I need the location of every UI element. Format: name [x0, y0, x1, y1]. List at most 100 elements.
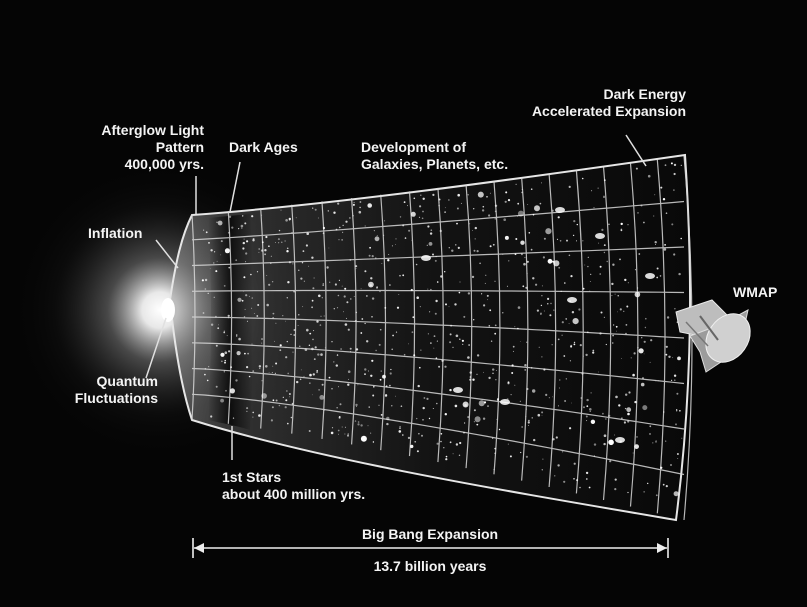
star-dot [662, 483, 665, 486]
star-dot [246, 366, 249, 369]
star-dot [527, 421, 530, 424]
star-dot [428, 417, 431, 420]
star-dot [370, 432, 372, 434]
star-dot [379, 291, 381, 293]
star-dot [519, 341, 521, 342]
star-dot [455, 334, 459, 338]
star-dot [370, 277, 373, 280]
star-dot [654, 194, 656, 196]
star-dot [471, 275, 475, 279]
star-dot [346, 301, 349, 304]
star-dot [512, 345, 515, 348]
star-dot [297, 325, 299, 326]
star-dot [592, 349, 595, 352]
star-dot [281, 241, 283, 243]
star-dot [391, 348, 394, 351]
star-dot [440, 275, 443, 278]
star-dot [583, 355, 584, 357]
star-dot [673, 189, 675, 191]
star-dot [457, 193, 461, 197]
star-dot [467, 292, 471, 295]
star-dot [659, 275, 662, 277]
star-dot [677, 356, 681, 361]
star-dot [274, 340, 275, 342]
star-dot [313, 330, 315, 332]
star-dot [204, 278, 208, 282]
star-dot [507, 199, 511, 202]
star-dot [653, 215, 655, 217]
star-dot [328, 247, 330, 249]
star-dot [598, 242, 600, 244]
star-dot [264, 249, 267, 252]
star-dot [331, 341, 333, 343]
star-dot [347, 433, 349, 435]
star-dot [261, 393, 267, 399]
star-dot [258, 365, 262, 368]
star-dot [580, 397, 583, 399]
star-dot [523, 262, 526, 266]
star-dot [306, 232, 310, 235]
star-dot [313, 277, 315, 279]
star-dot [288, 393, 291, 395]
star-dot [279, 349, 282, 352]
star-dot [627, 412, 630, 416]
star-dot [312, 207, 314, 209]
star-dot [282, 315, 284, 317]
star-dot [287, 281, 290, 284]
star-dot [456, 207, 459, 210]
star-dot [368, 406, 370, 408]
star-dot [517, 210, 524, 217]
star-dot [362, 438, 366, 441]
star-dot [627, 282, 630, 284]
star-dot [676, 392, 679, 395]
star-dot [224, 359, 226, 362]
dark-ages-text: Dark Ages [229, 139, 298, 155]
star-dot [568, 185, 571, 188]
star-dot [272, 399, 275, 402]
star-dot [474, 416, 481, 423]
star-dot [656, 267, 659, 270]
star-dot [318, 294, 321, 298]
star-dot [306, 328, 309, 332]
star-dot [679, 410, 681, 412]
star-dot [492, 243, 495, 246]
star-dot [618, 404, 621, 407]
star-dot [647, 174, 651, 178]
star-dot [449, 441, 452, 444]
dark-energy-line-2: Accelerated Expansion [531, 103, 686, 119]
star-dot [537, 413, 541, 417]
star-dot [673, 374, 677, 377]
star-dot [671, 223, 674, 226]
star-dot [649, 425, 652, 428]
star-dot [569, 360, 572, 362]
star-dot [347, 328, 350, 331]
star-dot [435, 256, 437, 258]
star-dot [265, 365, 268, 368]
age-label: 13.7 billion years [330, 558, 530, 575]
star-dot [584, 264, 586, 266]
star-dot [213, 262, 215, 264]
star-dot [637, 212, 639, 214]
star-dot [441, 359, 444, 362]
star-dot [261, 241, 264, 244]
star-dot [278, 242, 280, 244]
star-dot [675, 423, 677, 426]
star-dot [621, 358, 622, 359]
star-dot [275, 399, 278, 402]
star-dot [625, 332, 627, 335]
star-dot [293, 290, 295, 293]
star-dot [400, 405, 403, 408]
star-dot [581, 372, 584, 375]
star-dot [275, 242, 276, 243]
star-dot [336, 407, 338, 409]
star-dot [570, 275, 573, 278]
star-dot [463, 315, 466, 318]
star-dot [422, 197, 425, 200]
star-dot [590, 419, 596, 424]
star-dot [415, 263, 418, 266]
star-dot [634, 400, 637, 404]
star-dot [380, 370, 382, 372]
star-dot [343, 295, 346, 298]
star-dot [666, 316, 670, 319]
dark-ages-leader [229, 161, 241, 213]
